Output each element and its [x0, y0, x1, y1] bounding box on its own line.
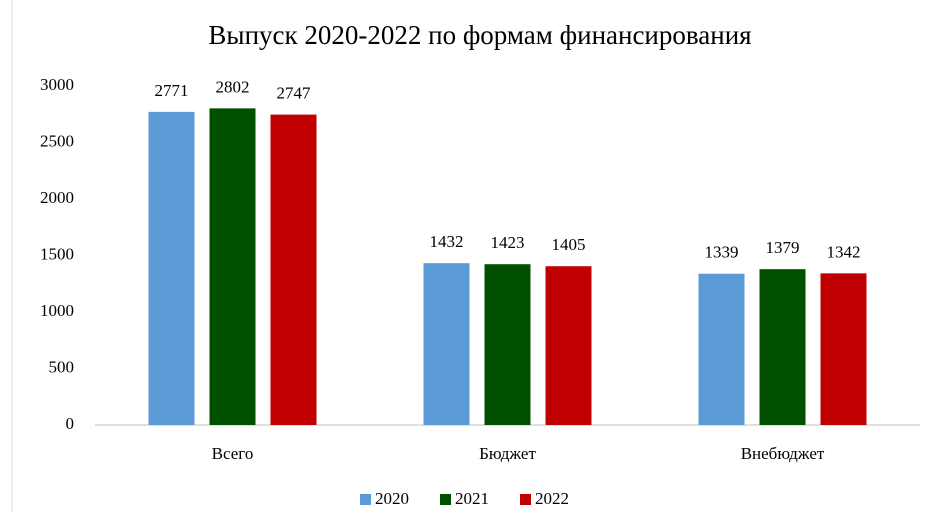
bar	[148, 111, 195, 425]
data-label: 1379	[766, 238, 800, 257]
y-tick-label: 500	[49, 357, 75, 376]
legend-label: 2020	[375, 489, 409, 508]
chart-title: Выпуск 2020-2022 по формам финансировани…	[208, 20, 751, 50]
bar	[270, 114, 317, 426]
bar	[759, 269, 806, 425]
bar	[209, 108, 256, 426]
x-tick-label: Всего	[212, 444, 254, 463]
data-label: 1423	[491, 233, 525, 252]
bar	[484, 264, 531, 425]
legend-label: 2022	[535, 489, 569, 508]
data-label: 1432	[430, 232, 464, 251]
y-tick-label: 0	[66, 414, 75, 433]
bar	[698, 273, 745, 425]
legend-swatch	[360, 494, 371, 505]
y-tick-label: 1500	[40, 244, 74, 263]
data-label: 2771	[155, 81, 189, 100]
data-label: 2802	[216, 77, 250, 96]
data-label: 2747	[277, 83, 312, 102]
y-tick-label: 2500	[40, 131, 74, 150]
bar	[545, 266, 592, 425]
y-tick-label: 1000	[40, 301, 74, 320]
x-tick-label: Бюджет	[479, 444, 536, 463]
legend-swatch	[520, 494, 531, 505]
y-tick-label: 3000	[40, 75, 74, 94]
y-tick-label: 2000	[40, 188, 74, 207]
legend-swatch	[440, 494, 451, 505]
data-label: 1342	[827, 242, 861, 261]
bar	[423, 263, 470, 425]
bar	[820, 273, 867, 425]
legend-label: 2021	[455, 489, 489, 508]
x-tick-label: Внебюджет	[741, 444, 825, 463]
data-label: 1339	[705, 243, 739, 262]
data-label: 1405	[552, 235, 586, 254]
